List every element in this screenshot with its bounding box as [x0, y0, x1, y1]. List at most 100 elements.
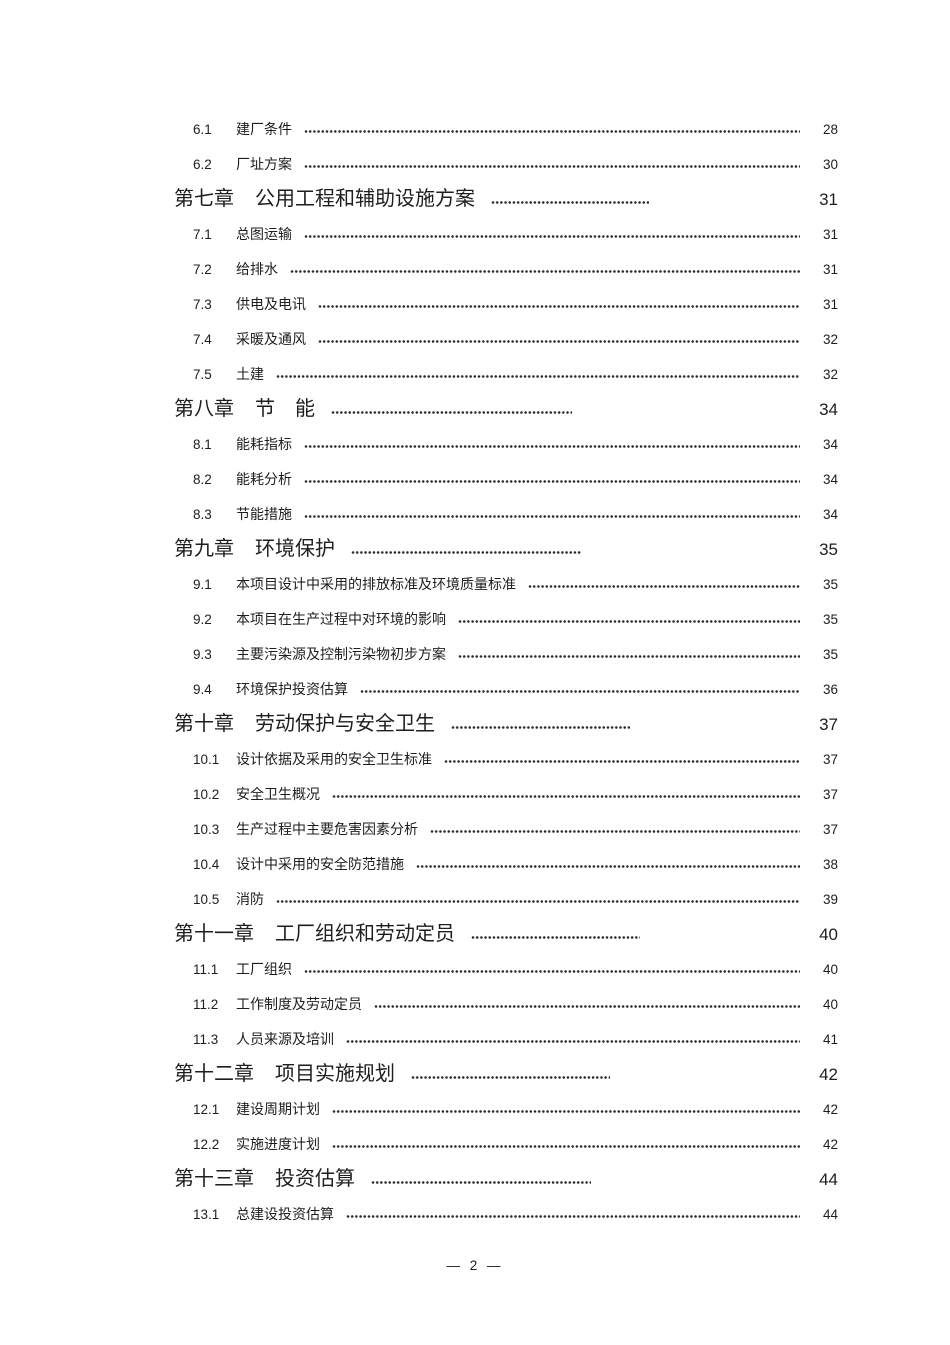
toc-chapter-page: 44 [819, 1170, 838, 1189]
toc-entry-page: 37 [822, 822, 838, 837]
toc-entry-section[interactable]: 13.1 总建设投资估算 44 [193, 1197, 838, 1232]
toc-entry-number: 7.3 [193, 297, 212, 312]
toc-entry-section[interactable]: 11.1 工厂组织 40 [193, 952, 838, 987]
dot-leader [411, 1075, 611, 1080]
toc-entry-chapter[interactable]: 第十章 劳动保护与安全卫生 37 [174, 707, 838, 742]
dot-leader [332, 1144, 800, 1149]
toc-entry-page: 34 [822, 437, 838, 452]
toc-entry-section[interactable]: 11.3 人员来源及培训 41 [193, 1022, 838, 1057]
toc-entry-page: 44 [822, 1207, 838, 1222]
toc-entry-section[interactable]: 9.4 环境保护投资估算 36 [193, 672, 838, 707]
toc-entry-title: 工作制度及劳动定员 [236, 996, 362, 1012]
toc-entry-section[interactable]: 7.4 采暖及通风 32 [193, 322, 838, 357]
toc-entry-page: 31 [822, 227, 838, 242]
toc-entry-section[interactable]: 7.1 总图运输 31 [193, 217, 838, 252]
toc-entry-section[interactable]: 7.5 土建 32 [193, 357, 838, 392]
toc-entry-section[interactable]: 10.3 生产过程中主要危害因素分析 37 [193, 812, 838, 847]
dot-leader [360, 689, 800, 694]
toc-chapter-page: 35 [819, 540, 838, 559]
toc-entry-title: 总图运输 [236, 226, 292, 242]
toc-chapter-page: 31 [819, 190, 838, 209]
dot-leader [471, 935, 640, 940]
toc-entry-number: 10.2 [193, 787, 220, 802]
toc-entry-chapter[interactable]: 第七章 公用工程和辅助设施方案 31 [174, 182, 838, 217]
toc-entry-section[interactable]: 6.1 建厂条件 28 [193, 112, 838, 147]
toc-entry-title: 实施进度计划 [236, 1136, 320, 1152]
toc-entry-chapter[interactable]: 第九章 环境保护 35 [174, 532, 838, 567]
toc-entry-title: 主要污染源及控制污染物初步方案 [236, 646, 446, 662]
toc-entry-title: 土建 [236, 366, 264, 382]
dot-leader [351, 550, 582, 555]
toc-entry-section[interactable]: 10.4 设计中采用的安全防范措施 38 [193, 847, 838, 882]
toc-entry-number: 8.3 [193, 507, 212, 522]
toc-entry-page: 38 [822, 857, 838, 872]
toc-entry-page: 31 [822, 262, 838, 277]
toc-entry-section[interactable]: 12.1 建设周期计划 42 [193, 1092, 838, 1127]
dot-leader [304, 164, 800, 169]
toc-chapter-title: 工厂组织和劳动定员 [275, 923, 455, 945]
dot-leader [346, 1039, 800, 1044]
toc-entry-section[interactable]: 6.2 厂址方案 30 [193, 147, 838, 182]
toc-entry-page: 32 [822, 367, 838, 382]
page-number-footer: — 2 — [446, 1258, 504, 1273]
chapter-leader-gap [580, 414, 808, 415]
toc-entry-number: 12.2 [193, 1137, 220, 1152]
toc-chapter-number: 第十章 [174, 713, 234, 735]
toc-entry-title: 安全卫生概况 [236, 786, 320, 802]
toc-entry-page: 36 [822, 682, 838, 697]
toc-entry-chapter[interactable]: 第八章 节 能 34 [174, 392, 838, 427]
toc-entry-section[interactable]: 8.2 能耗分析 34 [193, 462, 838, 497]
toc-entry-title: 给排水 [236, 261, 278, 277]
toc-entry-section[interactable]: 11.2 工作制度及劳动定员 40 [193, 987, 838, 1022]
toc-entry-section[interactable]: 12.2 实施进度计划 42 [193, 1127, 838, 1162]
toc-entry-section[interactable]: 10.5 消防 39 [193, 882, 838, 917]
dot-leader [276, 374, 800, 379]
chapter-leader-gap [638, 729, 808, 730]
toc-entry-number: 6.1 [193, 122, 212, 137]
toc-entry-section[interactable]: 7.3 供电及电讯 31 [193, 287, 838, 322]
toc-entry-page: 40 [822, 997, 838, 1012]
dot-leader [318, 304, 800, 309]
toc-entry-section[interactable]: 9.2 本项目在生产过程中对环境的影响 35 [193, 602, 838, 637]
toc-chapter-number: 第十三章 [174, 1168, 254, 1190]
dot-leader [304, 129, 800, 134]
dot-leader [290, 269, 800, 274]
toc-entry-chapter[interactable]: 第十一章 工厂组织和劳动定员 40 [174, 917, 838, 952]
toc-entry-section[interactable]: 7.2 给排水 31 [193, 252, 838, 287]
toc-entry-page: 28 [822, 122, 838, 137]
toc-entry-number: 8.1 [193, 437, 212, 452]
toc-entry-section[interactable]: 8.1 能耗指标 34 [193, 427, 838, 462]
toc-entry-page: 42 [822, 1137, 838, 1152]
toc-chapter-number: 第十一章 [174, 923, 254, 945]
dot-leader [332, 794, 800, 799]
toc-entry-page: 35 [822, 647, 838, 662]
toc-entry-title: 设计依据及采用的安全卫生标准 [236, 751, 432, 767]
toc-entry-number: 9.1 [193, 577, 212, 592]
chapter-leader-gap [599, 1184, 808, 1185]
toc-entry-title: 本项目在生产过程中对环境的影响 [236, 611, 446, 627]
toc-entry-section[interactable]: 9.3 主要污染源及控制污染物初步方案 35 [193, 637, 838, 672]
dot-leader [444, 759, 800, 764]
toc-chapter-number: 第九章 [174, 538, 234, 560]
toc-entry-chapter[interactable]: 第十三章 投资估算 44 [174, 1162, 838, 1197]
toc-entry-section[interactable]: 9.1 本项目设计中采用的排放标准及环境质量标准 35 [193, 567, 838, 602]
toc-entry-number: 10.3 [193, 822, 220, 837]
toc-entry-page: 30 [822, 157, 838, 172]
chapter-leader-gap [589, 554, 808, 555]
toc-chapter-title: 公用工程和辅助设施方案 [255, 188, 475, 210]
dot-leader [332, 1109, 800, 1114]
toc-entry-number: 11.2 [193, 997, 219, 1012]
toc-list: 6.1 建厂条件 28 6.2 厂址方案 30 第七章 公用工程和辅助设施方案 … [174, 112, 838, 1232]
toc-entry-number: 10.5 [193, 892, 220, 907]
toc-entry-section[interactable]: 8.3 节能措施 34 [193, 497, 838, 532]
toc-entry-title: 本项目设计中采用的排放标准及环境质量标准 [236, 576, 516, 592]
toc-chapter-title: 项目实施规划 [275, 1063, 395, 1085]
dot-leader [430, 829, 800, 834]
toc-entry-chapter[interactable]: 第十二章 项目实施规划 42 [174, 1057, 838, 1092]
toc-entry-title: 环境保护投资估算 [236, 681, 348, 697]
toc-entry-section[interactable]: 10.2 安全卫生概况 37 [193, 777, 838, 812]
dot-leader [304, 444, 800, 449]
toc-entry-page: 35 [822, 612, 838, 627]
toc-entry-section[interactable]: 10.1 设计依据及采用的安全卫生标准 37 [193, 742, 838, 777]
